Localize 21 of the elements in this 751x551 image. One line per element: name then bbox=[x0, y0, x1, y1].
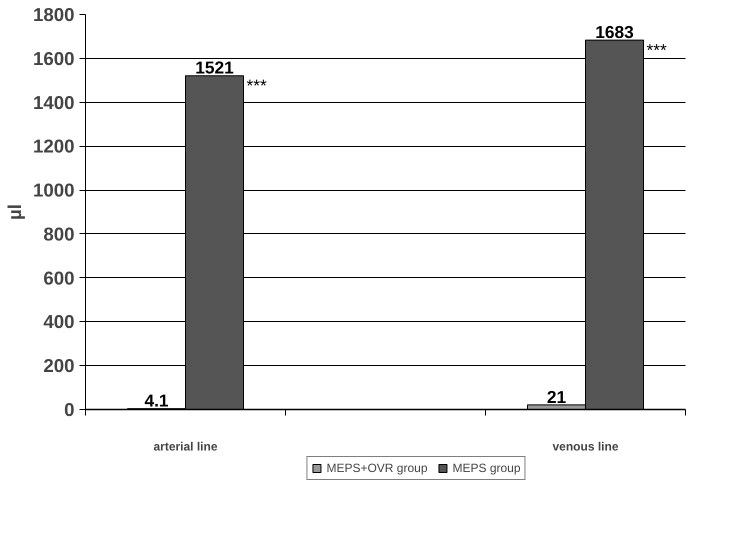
data-label: 1521 bbox=[195, 58, 234, 78]
y-tick-label: 0 bbox=[64, 399, 75, 420]
annotation: *** bbox=[246, 76, 267, 96]
y-tick-label: 1000 bbox=[32, 180, 75, 201]
y-tick-label: 200 bbox=[43, 355, 75, 376]
y-tick-label: 600 bbox=[43, 267, 75, 288]
annotation: *** bbox=[646, 40, 667, 60]
y-tick-label: 1400 bbox=[32, 92, 75, 113]
data-label: 21 bbox=[546, 386, 566, 407]
data-label: 1683 bbox=[595, 22, 634, 42]
y-tick-label: 800 bbox=[43, 223, 75, 244]
x-tick-label: venous line bbox=[552, 440, 619, 454]
legend-label: MEPS+OVR group bbox=[326, 461, 428, 475]
data-label: 4.1 bbox=[144, 390, 169, 411]
legend-label: MEPS group bbox=[452, 461, 521, 475]
y-tick-label: 400 bbox=[43, 311, 75, 332]
x-tick-label: arterial line bbox=[153, 440, 218, 454]
y-tick-label: 1200 bbox=[32, 136, 75, 157]
y-tick-label: 1600 bbox=[32, 48, 75, 69]
y-axis-title: µl bbox=[4, 204, 25, 220]
y-tick-label: 1800 bbox=[32, 4, 75, 25]
